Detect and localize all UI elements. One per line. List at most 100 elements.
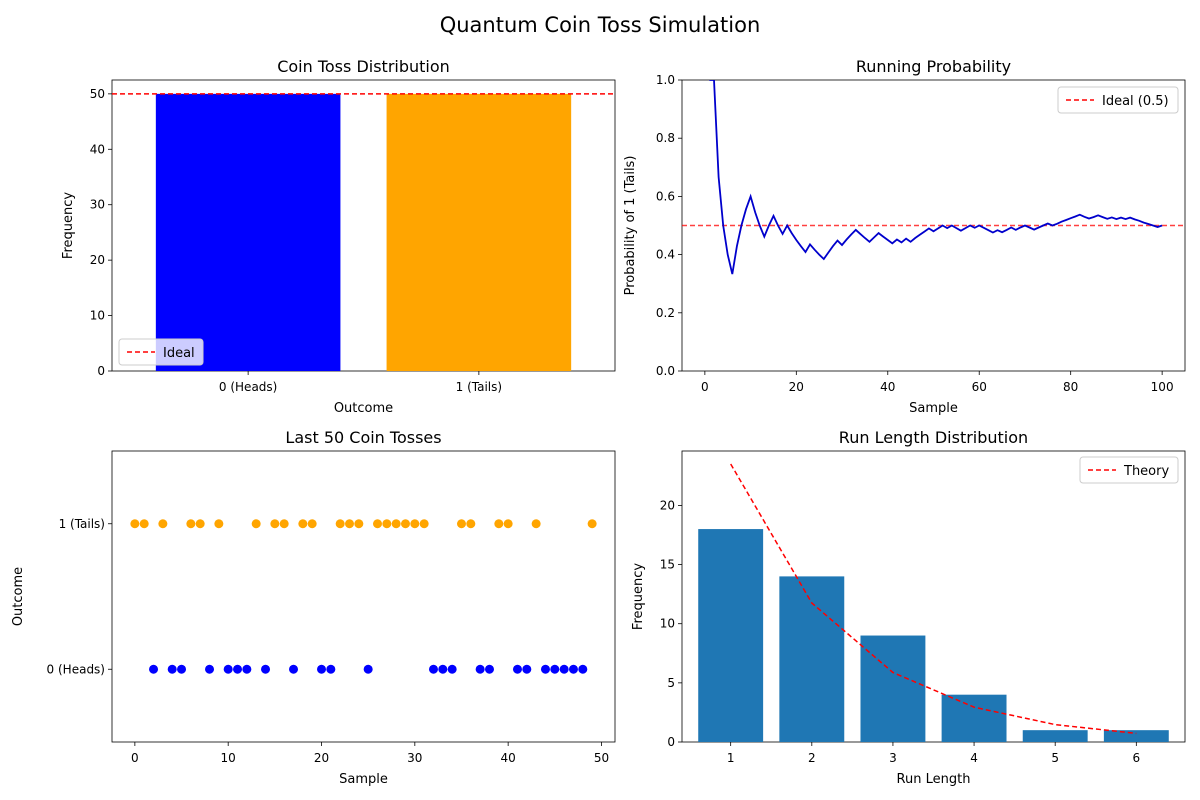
bar-0	[155, 93, 341, 371]
run-bar-5	[1022, 730, 1088, 742]
y-tick-label: 0 (Heads)	[47, 662, 105, 676]
toss-point	[186, 519, 196, 529]
toss-point	[410, 519, 420, 529]
toss-point	[317, 664, 327, 674]
toss-point	[214, 519, 224, 529]
plot-frame	[681, 450, 1186, 743]
toss-point	[205, 664, 215, 674]
y-tick-label: 0.6	[656, 189, 675, 203]
legend-box	[1079, 456, 1179, 484]
run-bar-4	[941, 694, 1007, 742]
toss-point	[270, 519, 280, 529]
legend-box	[1057, 86, 1179, 114]
toss-point	[494, 519, 504, 529]
chart-title: Run Length Distribution	[839, 428, 1028, 447]
toss-point	[475, 664, 485, 674]
y-axis-label: Outcome	[11, 567, 26, 626]
toss-point	[251, 519, 261, 529]
x-tick-label: 100	[1151, 380, 1174, 394]
toss-point	[130, 519, 140, 529]
y-tick-label: 20	[90, 253, 105, 267]
toss-point	[345, 519, 355, 529]
figure-title: Quantum Coin Toss Simulation	[440, 13, 761, 37]
toss-point	[382, 519, 392, 529]
running-probability-line	[709, 80, 1163, 275]
chart-title: Coin Toss Distribution	[277, 57, 450, 76]
toss-point	[177, 664, 187, 674]
bar-1	[386, 93, 572, 371]
toss-point	[587, 519, 597, 529]
toss-point	[354, 519, 364, 529]
x-tick-label: 60	[972, 380, 987, 394]
plot-frame	[111, 450, 616, 743]
chart-last-50-tosses: 0 10 20 30 40 50 0 (Heads) 1 (Tails) Last 50 Coi…	[11, 428, 616, 787]
x-tick-label: 20	[789, 380, 804, 394]
toss-point	[522, 664, 532, 674]
y-tick-label: 1 (Tails)	[59, 517, 105, 531]
y-tick-label: 30	[90, 198, 105, 212]
toss-point	[223, 664, 233, 674]
run-bar-6	[1103, 730, 1169, 742]
toss-point	[167, 664, 177, 674]
chart-coin-toss-distribution: 0 (Heads) 1 (Tails) 0 10 20 30 40 50 Coin Toss D…	[61, 57, 616, 416]
toss-point	[279, 519, 289, 529]
legend-label: Ideal (0.5)	[1102, 94, 1169, 109]
y-tick-label: 10	[90, 309, 105, 323]
x-tick-label: 0 (Heads)	[219, 380, 277, 394]
toss-point	[363, 664, 373, 674]
y-tick-label: 0.2	[656, 306, 675, 320]
x-tick-label: 6	[1133, 751, 1141, 765]
toss-point	[578, 664, 588, 674]
legend-label: Theory	[1123, 464, 1169, 479]
toss-point	[391, 519, 401, 529]
y-tick-label: 10	[660, 617, 675, 631]
y-tick-label: 15	[660, 558, 675, 572]
x-tick-label: 4	[970, 751, 978, 765]
y-tick-label: 0	[97, 364, 105, 378]
y-tick-label: 5	[667, 676, 675, 690]
x-tick-label: 1	[727, 751, 735, 765]
toss-point	[466, 519, 476, 529]
y-tick-label: 0.4	[656, 248, 675, 262]
x-axis-label: Outcome	[334, 401, 393, 416]
plot-frame	[111, 79, 616, 372]
toss-point	[195, 519, 205, 529]
toss-point	[289, 664, 299, 674]
run-bar-1	[698, 529, 764, 742]
y-axis-label: Frequency	[61, 192, 76, 259]
y-tick-label: 0.8	[656, 131, 675, 145]
toss-point	[326, 664, 336, 674]
y-tick-label: 40	[90, 142, 105, 156]
theory-line	[730, 463, 1137, 735]
y-tick-label: 0.0	[656, 364, 675, 378]
x-tick-label: 20	[314, 751, 329, 765]
x-tick-label: 0	[131, 751, 139, 765]
toss-point	[149, 664, 159, 674]
x-tick-label: 30	[407, 751, 422, 765]
toss-point	[503, 519, 513, 529]
toss-point	[447, 664, 457, 674]
toss-point	[372, 519, 382, 529]
toss-point	[307, 519, 317, 529]
x-tick-label: 80	[1063, 380, 1078, 394]
y-axis-label: Probability of 1 (Tails)	[623, 156, 638, 296]
y-tick-label: 20	[660, 498, 675, 512]
chart-title: Last 50 Coin Tosses	[285, 428, 441, 447]
toss-point	[298, 519, 308, 529]
run-bar-3	[860, 635, 926, 742]
y-tick-label: 1.0	[656, 73, 675, 87]
legend-label: Ideal	[163, 346, 195, 361]
run-bar-2	[779, 576, 845, 742]
x-axis-label: Run Length	[897, 772, 971, 787]
toss-point	[139, 519, 149, 529]
toss-point	[456, 519, 466, 529]
y-tick-label: 50	[90, 87, 105, 101]
toss-point	[540, 664, 550, 674]
y-tick-label: 0	[667, 735, 675, 749]
toss-point	[242, 664, 252, 674]
toss-point	[261, 664, 271, 674]
x-tick-label: 5	[1051, 751, 1059, 765]
chart-run-length-distribution: 1 2 3 4 5 6 0 5 10 15 20 Run Length Distribution Run…	[631, 428, 1186, 787]
toss-point	[531, 519, 541, 529]
